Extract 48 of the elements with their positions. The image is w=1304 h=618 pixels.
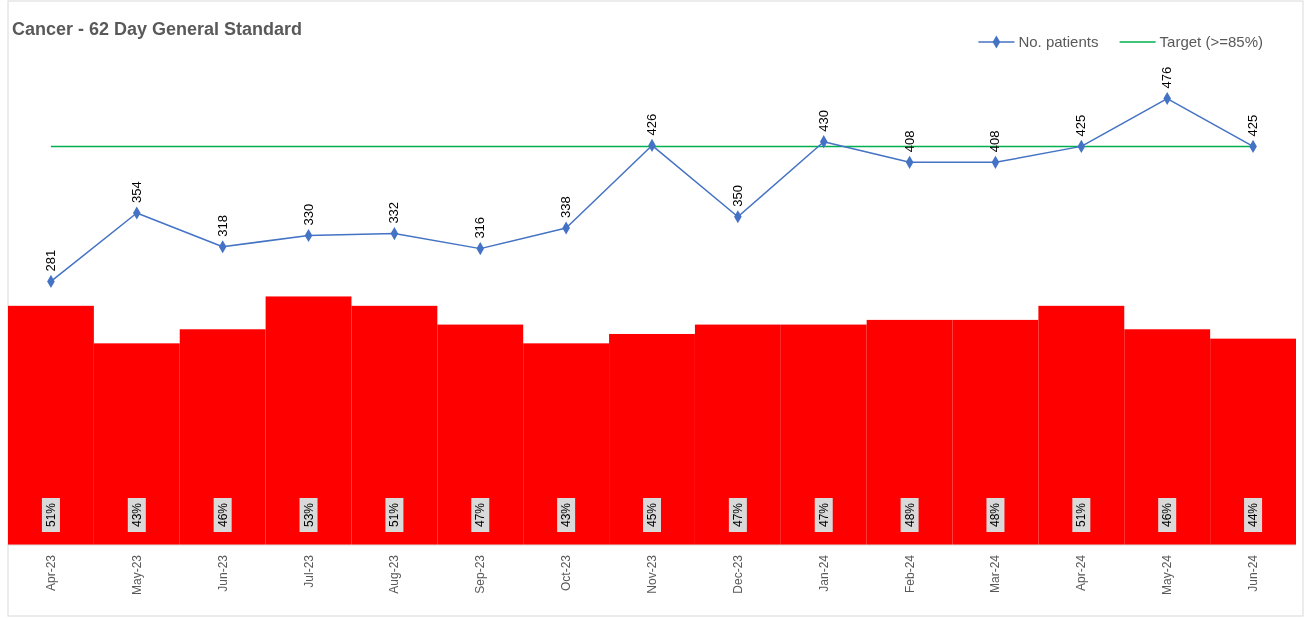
x-tick-label: Jan-24 [816,554,831,592]
data-label: 338 [558,196,574,218]
data-label: 332 [386,201,402,224]
data-label: 43% [559,502,574,528]
data-label: 318 [214,215,230,237]
x-tick-label: Mar-24 [988,554,1003,594]
data-label: 330 [300,203,316,226]
data-label: 425 [1245,114,1261,137]
legend-label: No. patients [1018,33,1099,50]
data-label: 47% [730,502,745,528]
text: Cancer - 62 Day General Standard [12,19,303,39]
data-label: 354 [128,181,144,203]
data-label: 350 [729,185,745,207]
data-label: 430 [815,109,831,132]
data-label: 48% [902,502,917,528]
x-tick-label: May-23 [129,554,144,596]
data-label: 425 [1073,114,1089,137]
data-label: 46% [1160,502,1175,528]
legend-label: Target (>=85%) [1159,33,1263,50]
x-tick-label: Dec-23 [730,554,745,594]
data-label: 476 [1159,66,1175,89]
x-tick-label: Jul-23 [301,554,316,588]
x-tick-label: Jun-23 [215,554,230,592]
data-label: 281 [42,249,58,272]
data-label: 48% [988,502,1003,528]
data-label: 51% [1074,502,1089,528]
data-label: 426 [644,113,659,136]
data-label: 47% [816,502,831,528]
x-tick-label: Jun-24 [1246,554,1261,592]
x-tick-label: Nov-23 [645,554,659,594]
x-tick-label: Feb-24 [902,554,917,594]
data-label: 51% [387,502,402,528]
x-tick-label: Oct-23 [559,554,574,592]
data-label: 43% [129,502,144,528]
x-tick-label: Apr-23 [43,554,58,592]
data-label: 46% [215,502,230,528]
x-tick-label: Apr-24 [1074,554,1089,592]
data-label: 408 [901,130,917,153]
data-label: 408 [987,130,1003,153]
data-label: 47% [473,502,488,528]
x-tick-label: May-24 [1160,554,1175,596]
data-label: 45% [645,502,659,528]
data-label: 51% [43,502,58,528]
data-label: 44% [1246,502,1261,528]
x-tick-label: Sep-23 [473,554,488,594]
data-label: 53% [301,502,316,528]
data-label: 316 [472,216,488,239]
x-tick-label: Aug-23 [387,554,402,594]
